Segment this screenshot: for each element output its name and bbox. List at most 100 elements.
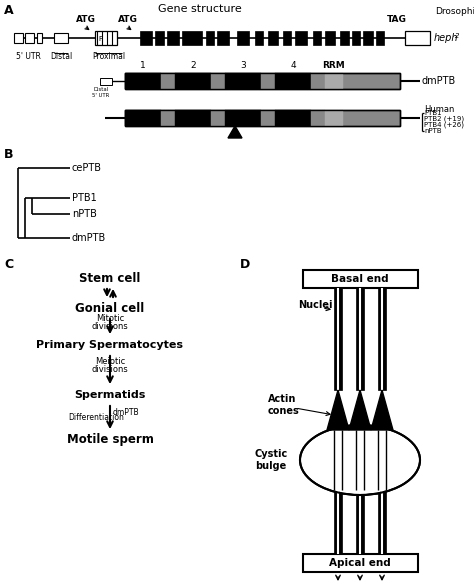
Text: Meiotic: Meiotic	[95, 357, 125, 367]
Text: Primary Spermatocytes: Primary Spermatocytes	[36, 340, 183, 350]
Bar	[313, 31, 321, 45]
Text: nPTB: nPTB	[72, 209, 97, 219]
Bar	[95, 31, 117, 45]
Text: Distal
5' UTR: Distal 5' UTR	[92, 87, 109, 98]
Bar	[255, 31, 263, 45]
Bar	[283, 31, 291, 45]
Bar	[225, 73, 261, 89]
Bar	[225, 110, 261, 126]
Text: PTB1: PTB1	[72, 193, 97, 203]
Text: dmPTB: dmPTB	[72, 233, 106, 243]
Text: divisions: divisions	[91, 366, 128, 374]
Text: dmPTB: dmPTB	[113, 408, 139, 417]
Bar	[325, 31, 335, 45]
Bar	[14, 33, 23, 43]
Bar	[206, 31, 214, 45]
Bar	[376, 31, 384, 45]
Text: PTB2 (+19): PTB2 (+19)	[424, 116, 464, 122]
Bar	[303, 554, 418, 572]
Bar	[311, 110, 325, 126]
Bar	[334, 430, 342, 554]
Bar	[363, 31, 373, 45]
Text: 3: 3	[240, 61, 246, 70]
Bar	[356, 430, 364, 554]
Bar	[211, 73, 225, 89]
Bar	[155, 31, 164, 45]
Text: A: A	[4, 4, 14, 17]
Bar	[37, 33, 42, 43]
Text: divisions: divisions	[91, 322, 128, 331]
Polygon shape	[371, 390, 393, 430]
Text: dmPTB: dmPTB	[422, 76, 456, 86]
Bar	[325, 73, 343, 89]
Bar	[261, 110, 275, 126]
Bar	[378, 430, 386, 554]
Text: Human: Human	[424, 105, 455, 114]
Text: 4: 4	[290, 61, 296, 70]
Text: B: B	[4, 148, 13, 161]
Bar	[325, 110, 343, 126]
Text: Apical end: Apical end	[329, 558, 391, 568]
Text: Proximal: Proximal	[92, 52, 126, 61]
Bar	[125, 73, 161, 89]
Text: C: C	[4, 258, 13, 271]
Text: Spermatids: Spermatids	[74, 390, 146, 400]
Polygon shape	[349, 390, 371, 430]
Text: Differentiation: Differentiation	[68, 413, 124, 422]
Bar	[303, 270, 418, 288]
Bar	[175, 73, 211, 89]
Bar	[261, 73, 275, 89]
Bar	[334, 288, 342, 390]
Text: 1: 1	[140, 61, 146, 70]
Text: TAG: TAG	[387, 15, 407, 24]
Bar	[167, 31, 179, 45]
Text: Nuclei: Nuclei	[298, 300, 332, 310]
Text: PTB4 (+26): PTB4 (+26)	[424, 121, 464, 128]
Text: Stem cell: Stem cell	[79, 272, 141, 284]
Text: 2: 2	[190, 61, 196, 70]
Text: Cystic
bulge: Cystic bulge	[255, 449, 288, 471]
Text: 2: 2	[455, 33, 459, 39]
Text: RRM: RRM	[323, 61, 346, 70]
Polygon shape	[327, 390, 349, 430]
Bar	[125, 110, 400, 126]
Bar	[352, 31, 360, 45]
Bar	[161, 73, 175, 89]
Bar	[140, 31, 152, 45]
Text: ATG: ATG	[76, 15, 96, 24]
Text: Gene structure: Gene structure	[158, 4, 242, 14]
Text: D: D	[240, 258, 250, 271]
Bar	[311, 73, 325, 89]
Text: Distal: Distal	[50, 52, 72, 61]
Text: ATG: ATG	[118, 15, 138, 24]
Bar	[356, 288, 364, 390]
Bar	[275, 110, 311, 126]
Bar	[125, 110, 400, 126]
Text: Mitotic: Mitotic	[96, 314, 124, 323]
Polygon shape	[228, 126, 242, 138]
Text: heph: heph	[434, 33, 458, 43]
Text: nPTB: nPTB	[424, 128, 442, 134]
Text: Drosophila: Drosophila	[435, 7, 474, 16]
Bar	[100, 78, 112, 85]
Text: Basal end: Basal end	[331, 274, 389, 284]
Bar	[378, 288, 386, 390]
Bar	[175, 110, 211, 126]
Bar	[268, 31, 278, 45]
Bar	[217, 31, 229, 45]
Bar	[405, 31, 430, 45]
Text: P: P	[98, 36, 102, 42]
Bar	[161, 110, 175, 126]
Ellipse shape	[300, 425, 420, 495]
Text: Motile sperm: Motile sperm	[66, 433, 154, 447]
Bar	[211, 110, 225, 126]
Bar	[25, 33, 34, 43]
Bar	[340, 31, 349, 45]
Text: cePTB: cePTB	[72, 163, 102, 173]
Bar	[54, 33, 68, 43]
Bar	[275, 73, 311, 89]
Text: Actin
cones: Actin cones	[268, 394, 300, 416]
Bar	[237, 31, 249, 45]
Bar	[125, 110, 161, 126]
Ellipse shape	[301, 426, 419, 493]
